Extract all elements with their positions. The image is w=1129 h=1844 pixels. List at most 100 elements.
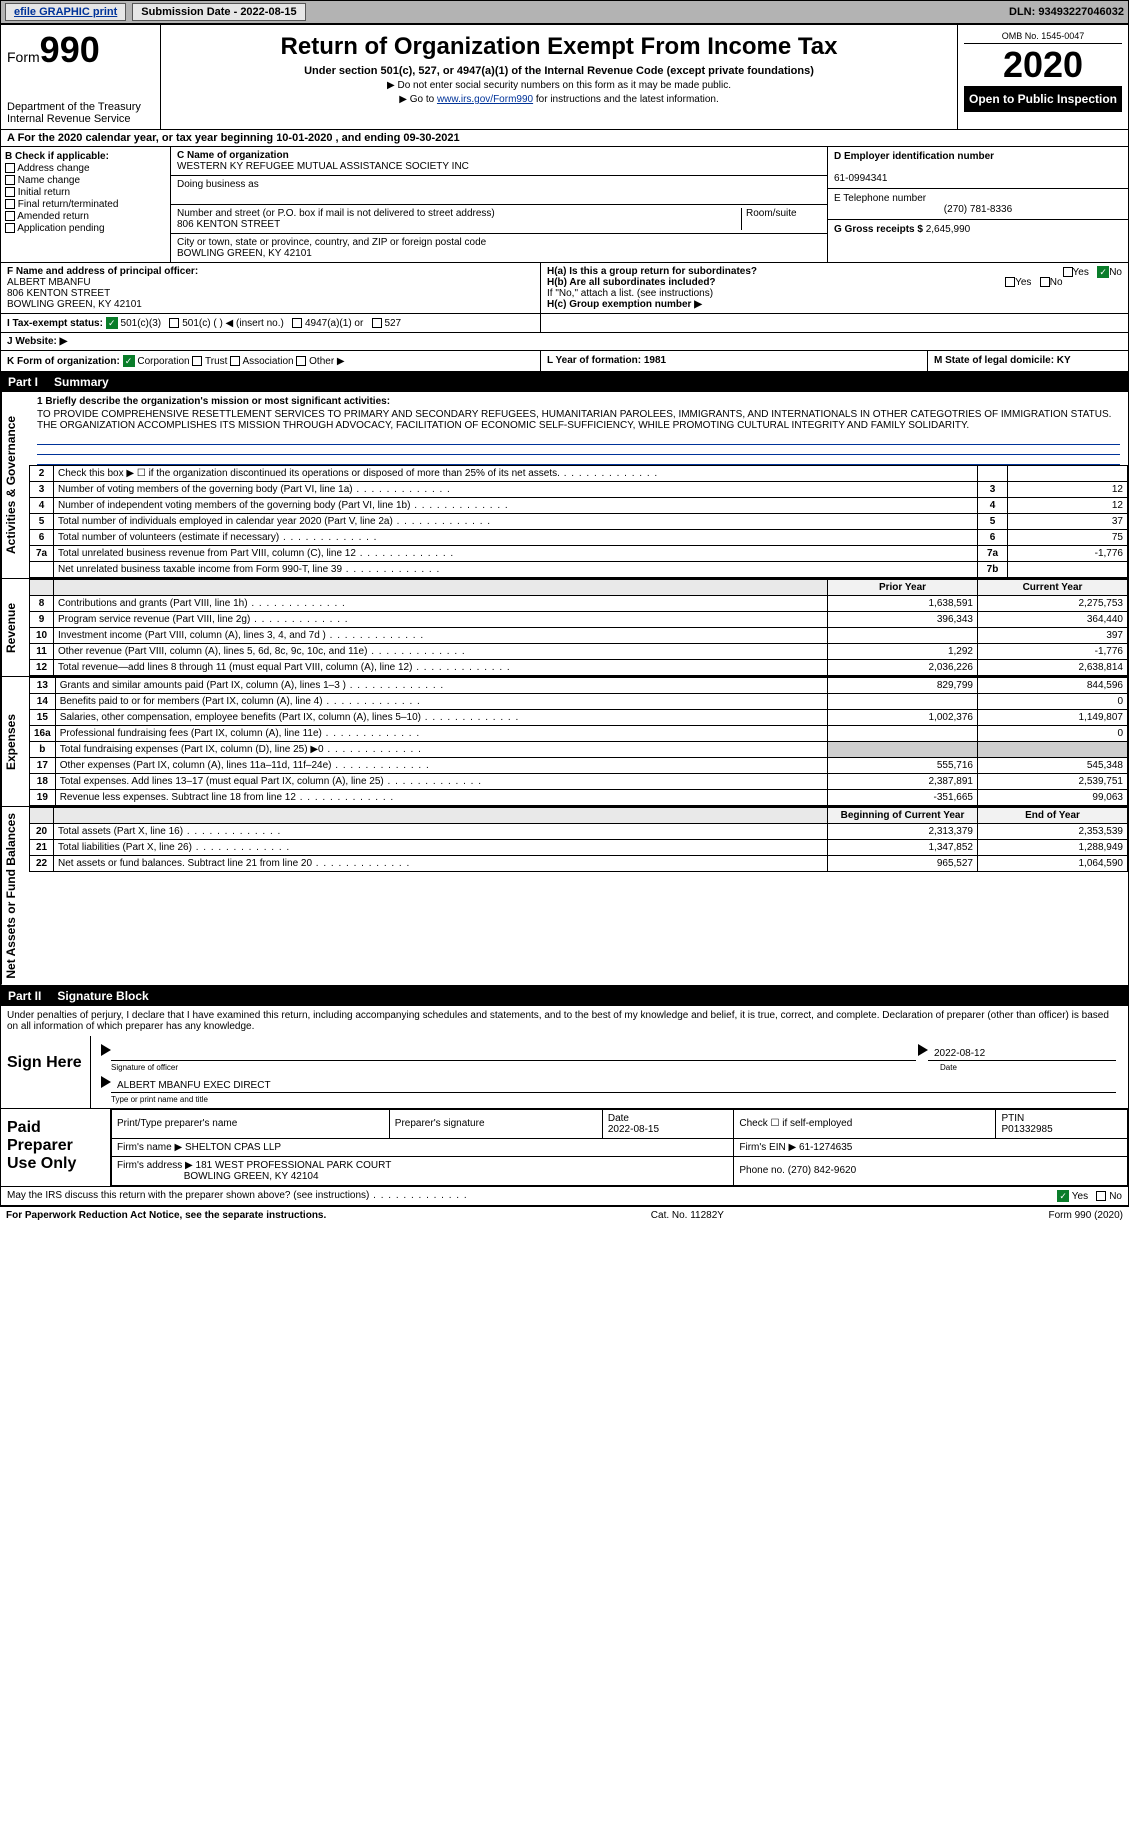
line-no: 19: [30, 790, 56, 806]
ha-yes-box[interactable]: [1063, 267, 1073, 277]
prior-year: 1,002,376: [828, 710, 978, 726]
hb-label: H(b) Are all subordinates included?: [547, 277, 716, 288]
part2-name: Signature Block: [57, 989, 148, 1003]
line-no: 14: [30, 694, 56, 710]
line-no: b: [30, 742, 56, 758]
line-label: Program service revenue (Part VIII, line…: [54, 612, 828, 628]
officer-signature-line[interactable]: [111, 1044, 916, 1061]
discuss-yes-box[interactable]: ✓: [1057, 1190, 1069, 1202]
line-label: Revenue less expenses. Subtract line 18 …: [55, 790, 827, 806]
dba-label: Doing business as: [177, 179, 259, 190]
check-initial[interactable]: Initial return: [5, 187, 166, 198]
k-trust-box[interactable]: [192, 356, 202, 366]
line-label: Net unrelated business taxable income fr…: [54, 562, 978, 578]
check-pending[interactable]: Application pending: [5, 223, 166, 234]
line-value: 12: [1008, 498, 1128, 514]
line-value: [1008, 466, 1128, 482]
i-501c-box[interactable]: [169, 318, 179, 328]
addr-label: Number and street (or P.O. box if mail i…: [177, 208, 495, 219]
i-527-box[interactable]: [372, 318, 382, 328]
penalty-text: Under penalties of perjury, I declare th…: [1, 1006, 1128, 1036]
period-line: A For the 2020 calendar year, or tax yea…: [0, 130, 1129, 147]
prep-selfemp[interactable]: Check ☐ if self-employed: [734, 1109, 996, 1138]
current-year: 397: [978, 628, 1128, 644]
line-value: 75: [1008, 530, 1128, 546]
prior-year: 1,638,591: [828, 596, 978, 612]
check-name[interactable]: Name change: [5, 175, 166, 186]
ha-no-box[interactable]: ✓: [1097, 266, 1109, 278]
i-501c3-box[interactable]: ✓: [106, 317, 118, 329]
b-check-title: B Check if applicable:: [5, 151, 166, 162]
line-label: Professional fundraising fees (Part IX, …: [55, 726, 827, 742]
sign-here-label: Sign Here: [1, 1036, 91, 1108]
check-amended[interactable]: Amended return: [5, 211, 166, 222]
vlabel-revenue: Revenue: [1, 579, 29, 676]
line-label: Number of voting members of the governin…: [54, 482, 978, 498]
line-box: 4: [978, 498, 1008, 514]
net-block: Net Assets or Fund Balances Beginning of…: [0, 807, 1129, 986]
discuss-no-box[interactable]: [1096, 1191, 1106, 1201]
e-label: E Telephone number: [834, 193, 926, 204]
form-header: Form990 Department of the Treasury Inter…: [0, 24, 1129, 130]
efile-print-link[interactable]: efile GRAPHIC print: [5, 3, 126, 21]
mission-section: 1 Briefly describe the organization's mi…: [29, 392, 1128, 435]
officer-name: ALBERT MBANFU: [7, 277, 91, 288]
k-assoc-box[interactable]: [230, 356, 240, 366]
current-year: 2,638,814: [978, 660, 1128, 676]
rule-1: [37, 435, 1120, 445]
paid-preparer-table: Print/Type preparer's name Preparer's si…: [111, 1109, 1128, 1186]
org-city: BOWLING GREEN, KY 42101: [177, 248, 312, 259]
prior-year: 2,036,226: [828, 660, 978, 676]
prior-year: 1,347,852: [828, 840, 978, 856]
line-no: 17: [30, 758, 56, 774]
paid-preparer-section: Paid Preparer Use Only Print/Type prepar…: [0, 1109, 1129, 1187]
prior-year: -351,665: [828, 790, 978, 806]
hb-yes-box[interactable]: [1005, 277, 1015, 287]
officer-addr1: 806 KENTON STREET: [7, 288, 110, 299]
title-cell: Return of Organization Exempt From Incom…: [161, 25, 958, 129]
firm-name-label: Firm's name ▶: [117, 1142, 182, 1153]
part1-label: Part I: [8, 375, 38, 389]
line-box: 3: [978, 482, 1008, 498]
line-box: 7b: [978, 562, 1008, 578]
printed-name-label: Type or print name and title: [95, 1095, 1124, 1104]
open-public-badge: Open to Public Inspection: [964, 86, 1122, 112]
ptin-label: PTIN: [1001, 1113, 1024, 1124]
line-no: 11: [30, 644, 54, 660]
hb-note: If "No," attach a list. (see instruction…: [547, 288, 1122, 299]
dln-label: DLN: 93493227046032: [1009, 6, 1124, 18]
room-label: Room/suite: [741, 208, 821, 230]
k-other-box[interactable]: [296, 356, 306, 366]
k-corp-box[interactable]: ✓: [123, 355, 135, 367]
current-year: 2,353,539: [978, 824, 1128, 840]
form-id-cell: Form990 Department of the Treasury Inter…: [1, 25, 161, 129]
revenue-block: Revenue Prior Year Current Year8 Contrib…: [0, 579, 1129, 677]
hb-no-box[interactable]: [1040, 277, 1050, 287]
governance-block: Activities & Governance 1 Briefly descri…: [0, 392, 1129, 579]
expenses-block: Expenses 13 Grants and similar amounts p…: [0, 677, 1129, 807]
i-4947-box[interactable]: [292, 318, 302, 328]
line-no: 20: [30, 824, 54, 840]
current-year: 0: [978, 726, 1128, 742]
instructions-link[interactable]: www.irs.gov/Form990: [437, 94, 533, 105]
line-value: 12: [1008, 482, 1128, 498]
officer-printed-name: ALBERT MBANFU EXEC DIRECT: [111, 1076, 1116, 1093]
line1-label: 1 Briefly describe the organization's mi…: [37, 396, 390, 407]
hc-label: H(c) Group exemption number ▶: [547, 299, 702, 310]
line-no: 16a: [30, 726, 56, 742]
governance-lines: 2 Check this box ▶ ☐ if the organization…: [29, 465, 1128, 578]
check-final[interactable]: Final return/terminated: [5, 199, 166, 210]
discuss-question: May the IRS discuss this return with the…: [7, 1190, 468, 1202]
prep-sig-hdr: Preparer's signature: [389, 1109, 602, 1138]
org-name: WESTERN KY REFUGEE MUTUAL ASSISTANCE SOC…: [177, 161, 469, 172]
org-address: 806 KENTON STREET: [177, 219, 280, 230]
current-year: 1,288,949: [978, 840, 1128, 856]
submission-date-btn[interactable]: Submission Date - 2022-08-15: [132, 3, 305, 21]
line-label: Number of independent voting members of …: [54, 498, 978, 514]
prep-name-hdr: Print/Type preparer's name: [112, 1109, 390, 1138]
current-year: 364,440: [978, 612, 1128, 628]
g-label: G Gross receipts $: [834, 224, 923, 235]
check-address[interactable]: Address change: [5, 163, 166, 174]
f-label: F Name and address of principal officer:: [7, 266, 198, 277]
l-year-formation: L Year of formation: 1981: [547, 355, 666, 366]
